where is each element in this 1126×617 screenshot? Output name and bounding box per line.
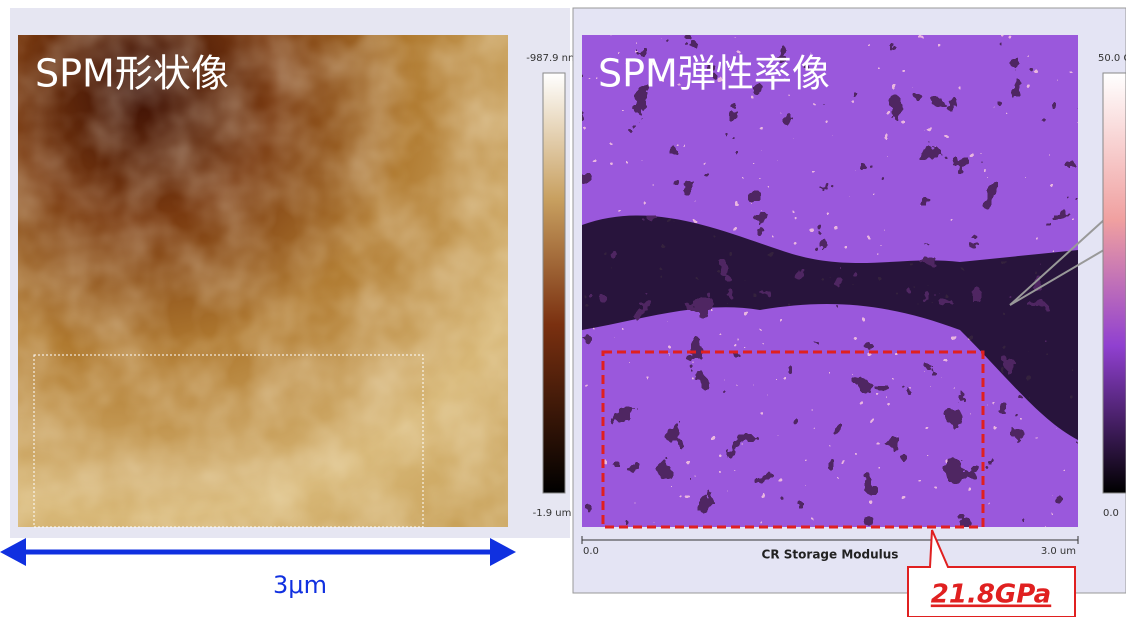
figure: SPM形状像 -987.9 nm -1.9 um 3μm SPM弾性率像 50.…	[0, 0, 1126, 617]
colorbar-max: -987.9 nm	[526, 53, 578, 64]
callout-text: 21.8GPa	[931, 580, 1051, 610]
right-title: SPM弾性率像	[598, 52, 830, 96]
axis-end: 3.0 um	[1041, 546, 1076, 557]
colorbar	[1103, 73, 1126, 493]
arrow-head	[490, 538, 516, 566]
colorbar-min: -1.9 um	[533, 508, 572, 519]
colorbar-min: 0.0	[1103, 508, 1119, 519]
colorbar	[543, 73, 565, 493]
scale-label: 3μm	[273, 571, 327, 599]
colorbar-max: 50.0 GPa	[1098, 53, 1126, 64]
arrow-head	[0, 538, 26, 566]
left-title: SPM形状像	[35, 52, 229, 96]
page: SPM形状像 -987.9 nm -1.9 um 3μm SPM弾性率像 50.…	[0, 0, 1126, 617]
axis-title: CR Storage Modulus	[762, 548, 899, 562]
axis-start: 0.0	[583, 546, 599, 557]
modulus-speckle	[582, 35, 1078, 527]
topography-texture	[18, 35, 508, 527]
